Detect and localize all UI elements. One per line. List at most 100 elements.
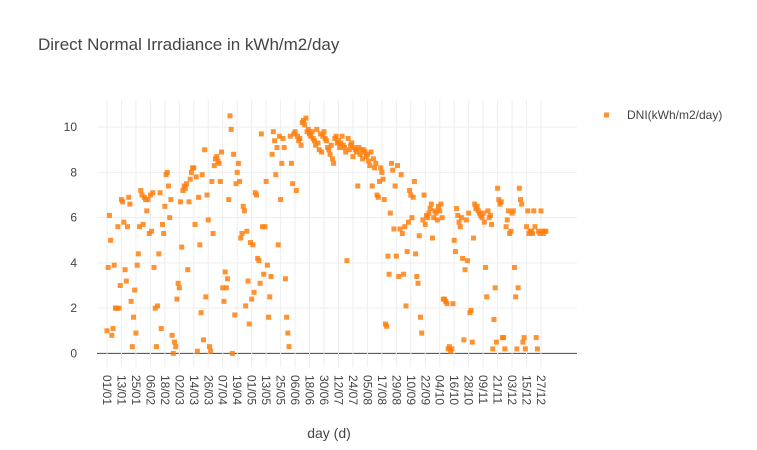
marker [175,280,181,286]
marker [198,310,204,316]
y-tick-label: 2 [70,301,77,315]
marker [407,188,413,194]
marker [241,208,247,214]
y-tick-label: 10 [64,120,78,134]
marker [434,217,440,223]
marker [227,113,233,119]
marker [206,344,212,350]
marker [357,151,363,157]
marker [231,151,237,157]
marker [398,172,404,178]
marker [341,145,347,151]
marker [273,172,279,178]
marker [381,197,387,203]
marker [387,210,393,216]
marker [135,251,141,257]
marker [379,169,385,175]
marker [121,219,127,225]
marker [508,228,514,234]
marker [276,133,282,139]
marker [360,156,366,162]
marker [138,188,144,194]
marker [272,138,278,144]
x-tick-label: 21/11 [491,375,505,404]
marker [164,169,170,175]
marker [222,269,228,275]
marker [491,316,497,322]
marker [511,264,517,270]
marker [344,258,350,264]
marker [208,348,214,354]
marker [133,330,139,336]
marker [405,219,411,225]
marker [457,224,463,230]
marker [290,181,296,187]
marker [490,346,496,352]
marker [355,183,361,189]
x-tick-label: 19/04 [230,375,244,405]
marker [200,337,206,343]
x-tick-label: 05/08 [360,375,374,405]
marker [367,163,373,169]
marker [240,203,246,209]
marker [262,224,268,230]
x-tick-label: 28/10 [462,375,476,405]
marker [510,208,516,214]
marker [116,305,122,311]
marker [284,314,290,320]
marker [303,115,309,121]
x-tick-label: 02/03 [172,375,186,405]
marker [538,208,544,214]
marker [214,154,220,160]
y-tick-label: 8 [70,165,77,179]
marker [428,201,434,207]
marker [321,129,327,135]
marker [366,158,372,164]
marker [481,219,487,225]
marker [157,190,163,196]
marker [455,212,461,218]
marker [263,178,269,184]
marker [444,301,450,307]
marker [117,283,123,289]
marker [270,129,276,135]
x-tick-label: 06/02 [143,375,157,405]
marker [370,156,376,162]
marker [266,314,272,320]
marker [514,346,520,352]
marker [502,346,508,352]
marker [411,178,417,184]
marker [449,346,455,352]
marker [140,221,146,227]
marker [169,332,175,338]
x-tick-label: 24/07 [346,375,360,405]
x-tick-label: 10/09 [404,375,418,405]
marker [167,215,173,221]
x-tick-label: 25/05 [274,375,288,405]
marker [426,210,432,216]
marker [328,142,334,148]
marker [409,215,415,221]
marker [466,210,472,216]
marker [210,231,216,236]
marker [373,160,379,166]
marker [414,273,420,279]
marker [468,307,474,313]
marker [487,212,493,218]
y-tick-label: 6 [70,211,77,225]
x-tick-label: 13/05 [259,375,273,405]
x-tick-label: 18/02 [158,375,172,405]
x-axis-title: day (d) [307,425,351,441]
x-tick-label: 04/10 [433,375,447,405]
marker [219,149,225,155]
marker [439,215,445,221]
marker [463,217,469,223]
marker [309,129,315,135]
marker [173,344,179,350]
marker [199,172,205,178]
x-tick-label: 14/03 [187,375,201,405]
marker [105,264,111,270]
marker [498,199,504,205]
marker [532,224,538,230]
marker [372,165,378,171]
